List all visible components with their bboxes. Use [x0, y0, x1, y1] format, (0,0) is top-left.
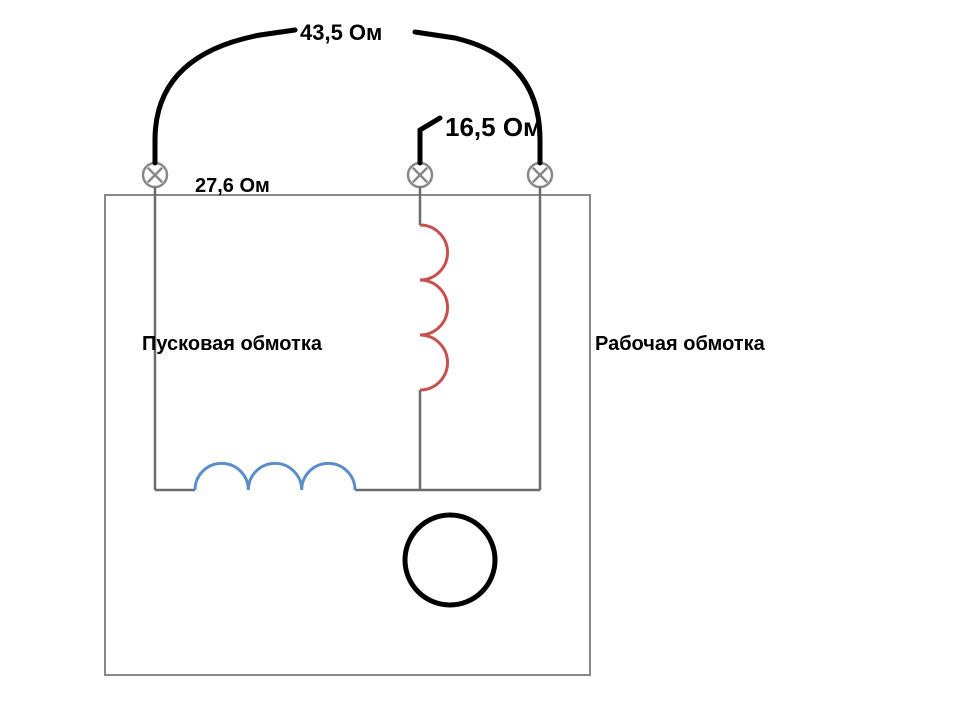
resistance-left-label: 27,6 Ом [195, 175, 270, 198]
schematic-svg [0, 0, 976, 712]
rotor-symbol [405, 515, 495, 605]
resistance-top-label: 43,5 Ом [300, 20, 382, 46]
working-winding-coil [420, 225, 448, 390]
resistance-right-label: 16,5 Ом [445, 112, 542, 143]
schematic-diagram: 43,5 Ом 27,6 Ом 16,5 Ом Пусковая обмотка… [0, 0, 976, 712]
starting-winding-label: Пусковая обмотка [142, 333, 322, 356]
starting-winding-coil [195, 463, 355, 490]
working-winding-label: Рабочая обмотка [595, 333, 765, 356]
enclosure-box [105, 195, 590, 675]
probe-wires [155, 30, 540, 163]
